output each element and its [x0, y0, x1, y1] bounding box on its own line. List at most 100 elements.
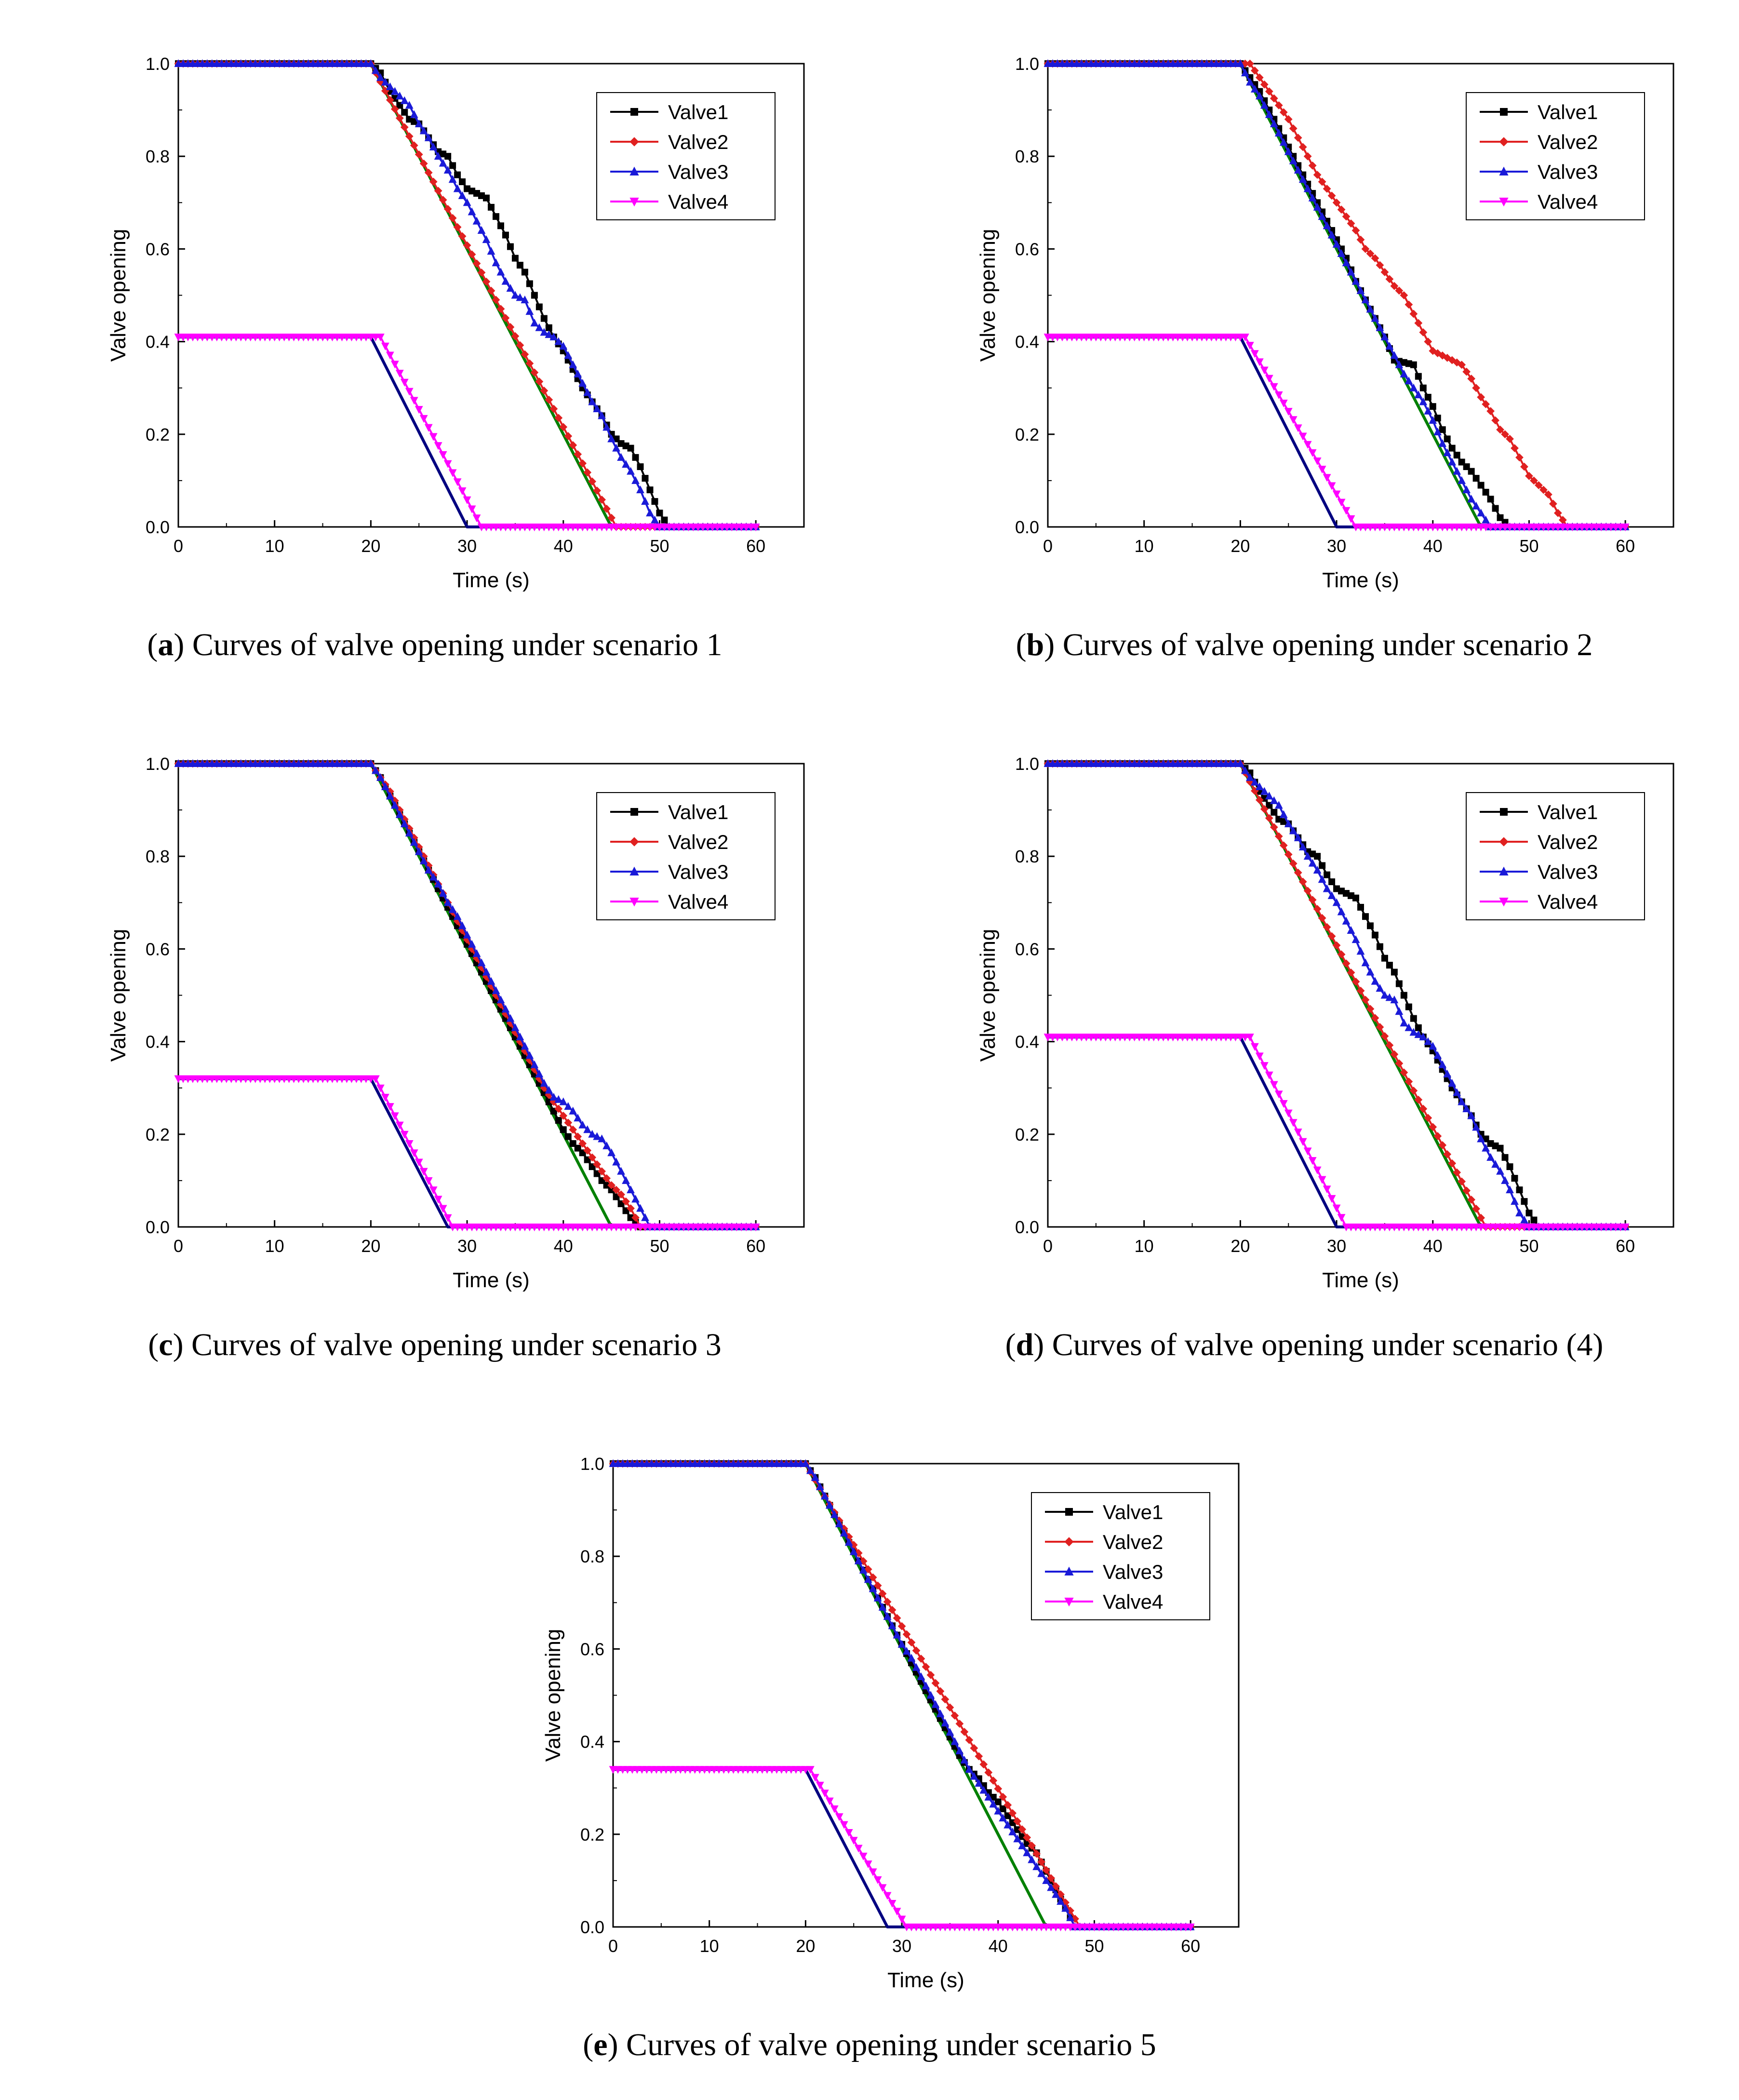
- data-point-valve3: [1453, 467, 1461, 475]
- data-point-valve3: [1462, 1104, 1471, 1112]
- data-point-valve3: [496, 268, 505, 276]
- data-point-valve3: [994, 1806, 1003, 1815]
- data-point-valve4: [1186, 1924, 1195, 1932]
- data-point-valve3: [1289, 826, 1298, 835]
- data-point-valve1: [459, 178, 466, 186]
- data-point-valve3: [1289, 156, 1298, 164]
- data-point-valve4: [1303, 441, 1312, 449]
- data-point-valve3: [1366, 968, 1375, 976]
- data-point-valve3: [1061, 1904, 1070, 1912]
- data-point-valve3: [859, 1565, 868, 1574]
- data-point-valve3: [960, 1755, 969, 1764]
- x-tick-label: 20: [796, 1936, 815, 1956]
- data-point-valve2: [1376, 261, 1384, 269]
- data-point-valve1: [488, 203, 495, 211]
- data-point-valve1: [1391, 969, 1398, 976]
- data-point-valve2: [434, 187, 442, 195]
- y-tick-label: 0.2: [1015, 425, 1039, 444]
- data-point-valve2: [1482, 400, 1490, 408]
- legend-label-valve4: Valve4: [1538, 890, 1598, 913]
- data-point-valve3: [1380, 332, 1389, 340]
- data-point-valve3: [1433, 427, 1442, 435]
- data-point-valve3: [622, 460, 630, 468]
- x-tick-label: 10: [265, 1236, 284, 1256]
- data-point-valve2: [535, 377, 544, 386]
- data-point-valve3: [1385, 993, 1394, 1001]
- data-point-valve2: [999, 1792, 1007, 1801]
- data-point-valve3: [366, 59, 375, 67]
- data-point-valve2: [878, 1589, 887, 1598]
- x-tick-label: 20: [1231, 1236, 1250, 1256]
- x-tick-label: 30: [457, 536, 477, 556]
- data-point-valve3: [419, 856, 428, 864]
- data-point-valve4: [434, 442, 442, 450]
- data-point-valve4: [1313, 1166, 1322, 1174]
- data-point-valve1: [1448, 444, 1456, 452]
- data-point-valve3: [434, 152, 442, 160]
- data-point-valve4: [1318, 466, 1326, 474]
- data-point-valve3: [598, 1134, 606, 1143]
- data-point-valve3: [1506, 1185, 1514, 1194]
- data-point-valve3: [984, 1792, 993, 1801]
- data-point-valve2: [612, 1185, 620, 1194]
- data-point-valve3: [1424, 406, 1432, 415]
- data-point-valve3: [888, 1621, 896, 1629]
- data-point-valve3: [1018, 1841, 1027, 1849]
- data-point-valve3: [1265, 110, 1273, 118]
- data-point-valve2: [1032, 1849, 1041, 1858]
- x-tick-label: 10: [700, 1936, 719, 1956]
- data-point-valve2: [1414, 319, 1423, 327]
- data-point-valve3: [1395, 360, 1404, 368]
- data-point-valve4: [386, 351, 394, 360]
- data-point-valve3: [593, 404, 602, 412]
- legend-marker: [630, 108, 638, 116]
- data-point-valve2: [415, 150, 423, 159]
- data-point-valve3: [907, 1654, 916, 1662]
- caption-d: (d) Curves of valve opening under scenar…: [1005, 1327, 1604, 1362]
- data-point-valve3: [1511, 1197, 1519, 1205]
- data-point-valve3: [1303, 184, 1312, 192]
- data-point-valve1: [1328, 878, 1336, 886]
- data-point-valve3: [1236, 759, 1244, 767]
- data-point-valve2: [583, 468, 592, 477]
- y-tick-label: 0.4: [146, 1032, 170, 1052]
- data-point-valve2: [1361, 996, 1370, 1004]
- data-point-valve4: [1245, 342, 1254, 350]
- data-point-valve3: [1366, 305, 1375, 313]
- data-point-valve2: [1525, 471, 1533, 480]
- data-point-valve3: [1347, 926, 1355, 934]
- data-point-valve4: [410, 397, 418, 405]
- data-point-valve3: [1443, 1069, 1452, 1077]
- data-point-valve2: [1419, 328, 1428, 337]
- data-point-valve3: [941, 1719, 950, 1727]
- data-point-valve3: [1458, 476, 1466, 484]
- data-point-valve2: [521, 350, 529, 359]
- data-point-valve3: [559, 1097, 568, 1105]
- data-point-valve3: [844, 1538, 853, 1546]
- data-point-valve3: [1443, 448, 1452, 457]
- data-point-valve3: [482, 235, 491, 243]
- data-point-valve1: [1381, 955, 1388, 962]
- data-point-valve3: [390, 87, 399, 95]
- data-point-valve4: [751, 524, 760, 532]
- data-point-valve1: [1014, 1826, 1021, 1833]
- data-point-valve3: [366, 759, 375, 767]
- data-point-valve2: [1342, 959, 1351, 968]
- data-point-valve1: [1400, 992, 1407, 999]
- data-point-valve2: [1438, 351, 1447, 360]
- data-point-valve1: [1516, 1186, 1523, 1194]
- y-axis-label: Valve opening: [976, 229, 1000, 362]
- data-point-valve3: [1356, 286, 1365, 294]
- data-point-valve4: [400, 378, 409, 387]
- data-point-valve3: [1409, 1028, 1418, 1036]
- data-point-valve1: [1352, 894, 1360, 902]
- data-point-valve2: [1467, 375, 1476, 383]
- data-point-valve1: [1511, 1175, 1518, 1182]
- data-point-valve3: [574, 369, 582, 377]
- data-point-valve1: [507, 243, 514, 250]
- data-point-valve3: [453, 912, 462, 920]
- data-point-valve3: [1385, 342, 1394, 350]
- data-point-valve2: [386, 95, 394, 104]
- data-point-valve3: [617, 1167, 625, 1175]
- legend-label-valve4: Valve4: [1103, 1590, 1163, 1613]
